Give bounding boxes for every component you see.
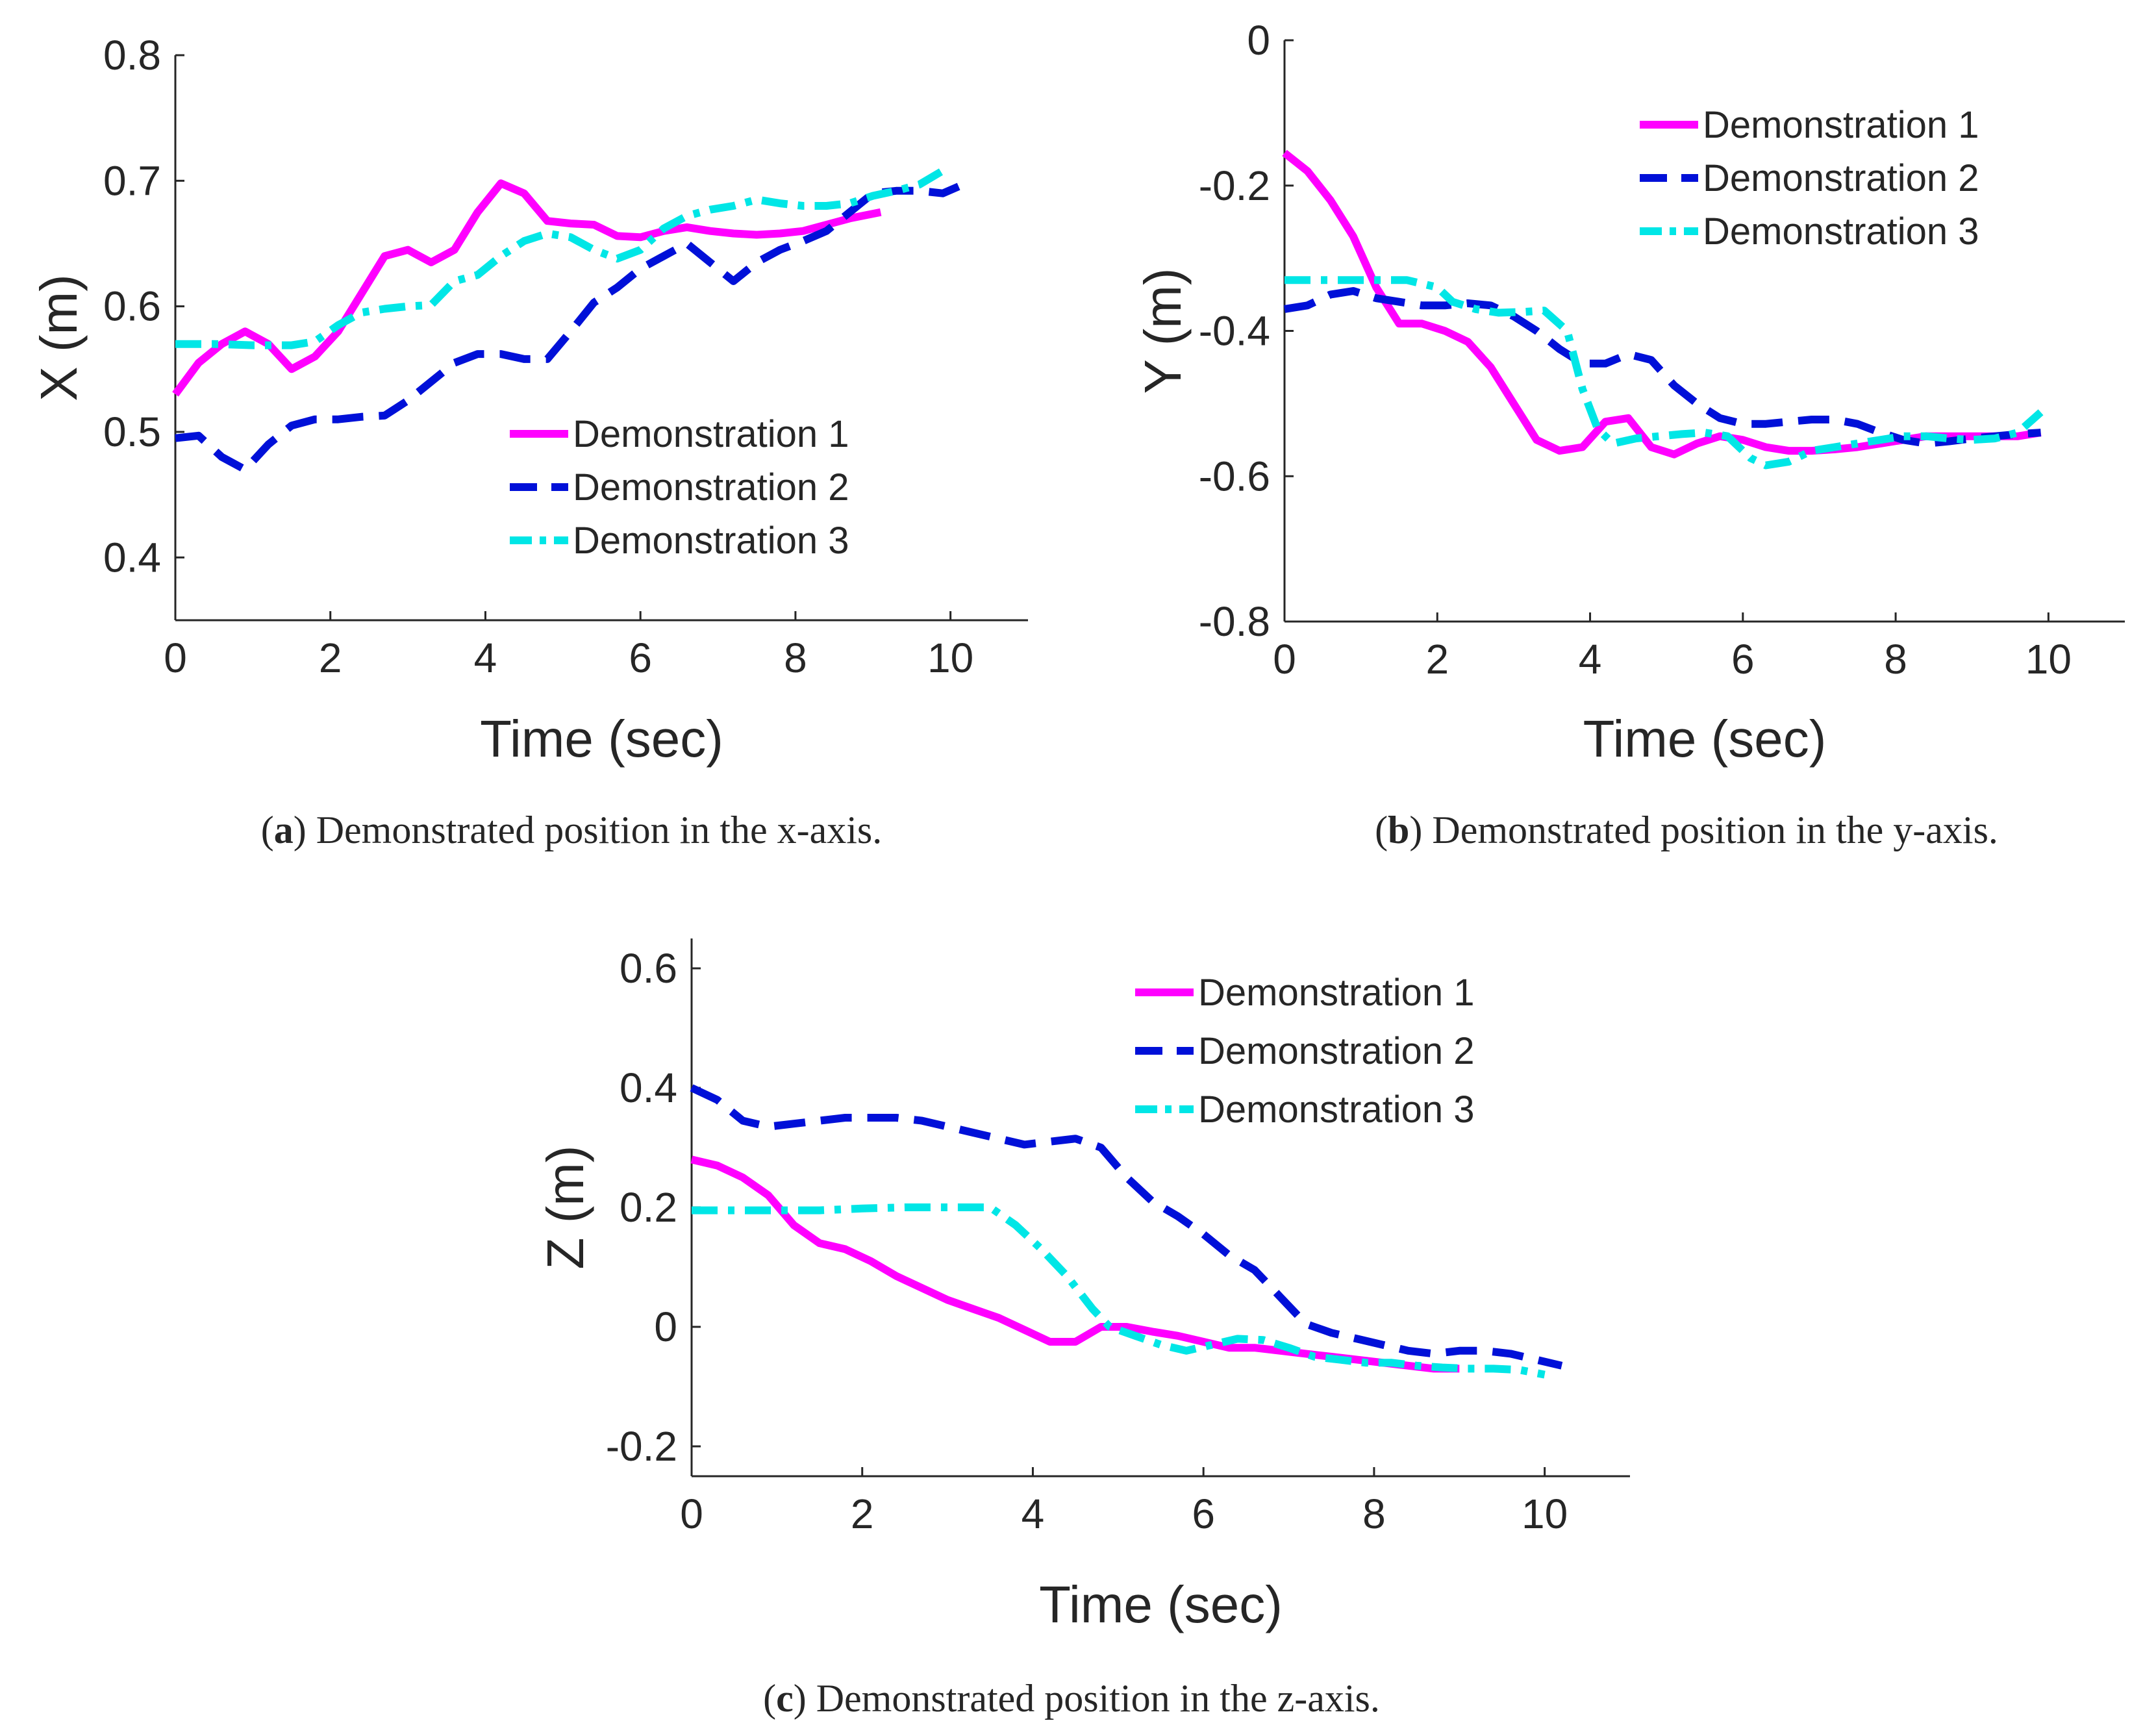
y-axis-label: Y (m) [1134, 268, 1192, 394]
caption-paren-close: ) [794, 1677, 816, 1720]
caption-letter: b [1388, 809, 1409, 851]
x-tick-label: 8 [1362, 1491, 1386, 1537]
x-tick-label: 2 [319, 635, 342, 681]
panel-caption: (a) Demonstrated position in the x-axis. [261, 809, 883, 851]
panel-caption: (c) Demonstrated position in the z-axis. [763, 1677, 1380, 1720]
chart-panel-a: 0 2 4 6 8 10 0.4 0.5 0.6 0.7 0.8 Time (sec) X (m) Dem… [30, 32, 1028, 851]
x-tick-label: 10 [927, 635, 973, 681]
legend-label-demonstration-2: Demonstration 2 [1198, 1030, 1475, 1072]
x-tick-label: 4 [1579, 636, 1602, 683]
x-tick-label: 2 [851, 1491, 874, 1537]
caption-text: Demonstrated position in the y-axis. [1432, 809, 1998, 851]
legend: Demonstration 1 Demonstration 2 Demonstrat… [1640, 104, 1979, 253]
y-tick-label: 0.6 [620, 945, 677, 992]
y-tick-label: 0 [1247, 17, 1270, 64]
series-line-demonstration-2 [690, 1084, 1563, 1370]
legend-label-demonstration-1: Demonstration 1 [1198, 972, 1475, 1014]
legend-label-demonstration-3: Demonstration 3 [1198, 1088, 1475, 1131]
y-tick-label: -0.2 [606, 1423, 677, 1470]
x-tick-label: 2 [1425, 636, 1449, 683]
y-axis-label: X (m) [30, 274, 88, 401]
caption-letter: a [274, 809, 294, 851]
caption-text: Demonstrated position in the x-axis. [316, 809, 883, 851]
x-tick-label: 4 [474, 635, 497, 681]
y-tick-label: -0.6 [1199, 453, 1270, 499]
x-tick-label: 0 [164, 635, 187, 681]
series-line-demonstration-2 [1284, 287, 2041, 447]
y-tick-label: -0.2 [1199, 162, 1270, 209]
y-tick-label: -0.8 [1199, 598, 1270, 645]
caption-paren-close: ) [294, 809, 316, 851]
series-line-demonstration-1 [690, 1155, 1460, 1373]
x-tick-label: 0 [680, 1491, 703, 1537]
series-line-demonstration-3 [1285, 276, 2044, 470]
y-tick-label: 0.4 [103, 534, 161, 581]
y-axis-label: Z (m) [536, 1145, 594, 1269]
x-tick-label: 6 [1192, 1491, 1215, 1537]
x-tick-label: 10 [2025, 636, 2072, 683]
y-tick-label: 0.2 [620, 1184, 677, 1231]
legend-label-demonstration-3: Demonstration 3 [573, 520, 849, 562]
x-tick-label: 8 [784, 635, 807, 681]
caption-paren-close: ) [1409, 809, 1432, 851]
x-tick-label: 8 [1884, 636, 1907, 683]
legend-label-demonstration-2: Demonstration 2 [573, 466, 849, 509]
legend-label-demonstration-1: Demonstration 1 [573, 413, 849, 455]
y-tick-label: 0.4 [620, 1064, 677, 1111]
y-tick-label: 0.5 [103, 409, 161, 455]
legend-label-demonstration-2: Demonstration 2 [1703, 157, 1979, 199]
legend-label-demonstration-1: Demonstration 1 [1703, 104, 1979, 146]
caption-paren-open: ( [1375, 809, 1388, 851]
series-line-demonstration-2 [175, 179, 968, 473]
x-tick-label: 0 [1273, 636, 1296, 683]
caption-paren-open: ( [763, 1677, 776, 1720]
y-tick-label: 0 [654, 1303, 677, 1350]
legend: Demonstration 1 Demonstration 2 Demonstrat… [510, 413, 849, 562]
chart-panel-b: 0 2 4 6 8 10 0 -0.2 -0.4 -0.6 -0.8 Time (sec) Y (m) D… [1134, 17, 2125, 851]
x-tick-label: 6 [629, 635, 652, 681]
series-line-demonstration-1 [172, 179, 882, 397]
x-axis-label: Time (sec) [480, 710, 723, 768]
legend: Demonstration 1 Demonstration 2 Demonstrat… [1135, 972, 1475, 1131]
x-tick-label: 10 [1522, 1491, 1568, 1537]
y-tick-label: 0.8 [103, 32, 161, 79]
legend-label-demonstration-3: Demonstration 3 [1703, 210, 1979, 253]
caption-letter: c [776, 1677, 794, 1720]
y-tick-label: 0.7 [103, 157, 161, 204]
y-tick-label: 0.6 [103, 283, 161, 330]
caption-paren-open: ( [261, 809, 274, 851]
x-tick-label: 6 [1731, 636, 1755, 683]
x-tick-label: 4 [1022, 1491, 1045, 1537]
y-tick-label: -0.4 [1199, 308, 1270, 355]
series-line-demonstration-3 [692, 1203, 1546, 1379]
x-axis-label: Time (sec) [1583, 710, 1827, 768]
series-line-demonstration-3 [175, 167, 945, 349]
x-axis-label: Time (sec) [1039, 1576, 1283, 1633]
caption-text: Demonstrated position in the z-axis. [816, 1677, 1380, 1720]
panel-caption: (b) Demonstrated position in the y-axis. [1375, 809, 1998, 851]
